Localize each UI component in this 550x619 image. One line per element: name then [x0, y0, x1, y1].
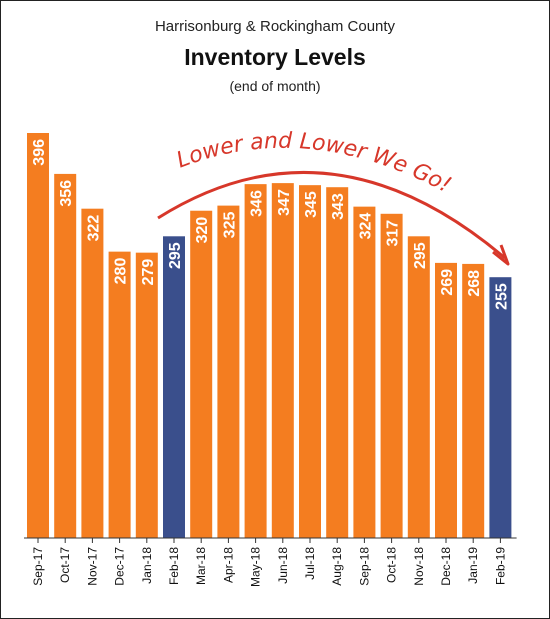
bar-sep-18 — [353, 206, 376, 539]
bar-feb-19 — [489, 277, 512, 538]
x-tick-label-may-18: May-18 — [249, 547, 263, 587]
x-tick-label-jul-18: Jul-18 — [303, 547, 317, 580]
data-label-feb-18: 295 — [167, 242, 184, 269]
data-label-nov-18: 295 — [412, 242, 429, 269]
x-tick-label-aug-18: Aug-18 — [330, 547, 344, 586]
axis-group: Sep-17 Oct-17 Nov-17 Dec-17 Jan-18 Feb-18 Mar-… — [24, 537, 517, 587]
data-label-jan-18: 279 — [140, 259, 157, 286]
x-tick-label-mar-18: Mar-18 — [194, 547, 208, 585]
bar-aug-18 — [326, 187, 349, 539]
bar-jul-18 — [299, 185, 321, 538]
x-tick-label-apr-18: Apr-18 — [221, 547, 235, 583]
x-tick-label-nov-17: Nov-17 — [85, 547, 99, 586]
data-label-nov-17: 322 — [85, 215, 102, 242]
data-label-sep-17: 396 — [31, 139, 48, 166]
data-label-may-18: 346 — [249, 190, 266, 217]
annotation-arrow-head — [492, 244, 510, 266]
x-tick-label-sep-17: Sep-17 — [31, 547, 45, 586]
chart-subtitle: Inventory Levels — [184, 44, 366, 70]
data-label-jun-18: 347 — [276, 189, 293, 216]
x-tick-label-sep-18: Sep-18 — [357, 547, 371, 586]
bar-apr-18 — [217, 205, 240, 538]
x-tick-label-nov-18: Nov-18 — [412, 547, 426, 586]
bar-oct-17 — [54, 173, 77, 538]
bar-dec-17 — [108, 251, 131, 539]
x-tick-label-feb-18: Feb-18 — [167, 547, 181, 585]
bar-jan-18 — [135, 252, 158, 538]
annotation-arrow — [157, 170, 506, 260]
bar-mar-18 — [190, 210, 213, 538]
x-tick-label-dec-18: Dec-18 — [439, 547, 453, 586]
data-label-jan-19: 268 — [466, 270, 483, 297]
x-tick-label-oct-18: Oct-18 — [385, 547, 399, 583]
bar-oct-18 — [380, 213, 403, 538]
chart-title: Harrisonburg & Rockingham County — [154, 18, 396, 35]
data-label-apr-18: 325 — [221, 212, 238, 239]
x-tick-label-jun-18: Jun-18 — [276, 547, 290, 584]
bar-dec-18 — [435, 262, 457, 538]
bar-jan-19 — [462, 263, 485, 538]
bar-may-18 — [244, 184, 267, 539]
x-tick-label-oct-17: Oct-17 — [58, 547, 72, 583]
data-label-dec-17: 280 — [113, 258, 130, 285]
x-tick-label-feb-19: Feb-19 — [493, 547, 507, 585]
data-label-aug-18: 343 — [330, 193, 347, 220]
bar-feb-18 — [163, 236, 185, 538]
data-label-feb-19: 255 — [493, 283, 510, 310]
bar-jun-18 — [271, 183, 294, 538]
bar-nov-18 — [407, 236, 430, 538]
data-label-mar-18: 320 — [194, 217, 211, 244]
bars-group: 396 356 322 280 279 295 320 325 346 347 345 343 324 3… — [27, 133, 512, 539]
chart-subtitle-note: (end of month) — [229, 78, 321, 94]
bar-sep-17 — [27, 133, 49, 538]
data-label-dec-18: 269 — [439, 269, 456, 296]
data-label-oct-17: 356 — [58, 180, 75, 207]
bar-nov-17 — [81, 208, 104, 538]
x-tick-label-jan-18: Jan-18 — [140, 547, 154, 584]
data-label-jul-18: 345 — [303, 191, 320, 218]
x-tick-label-jan-19: Jan-19 — [466, 547, 480, 584]
data-label-oct-18: 317 — [385, 220, 402, 247]
x-tick-label-dec-17: Dec-17 — [113, 547, 127, 586]
data-label-sep-18: 324 — [357, 213, 374, 240]
